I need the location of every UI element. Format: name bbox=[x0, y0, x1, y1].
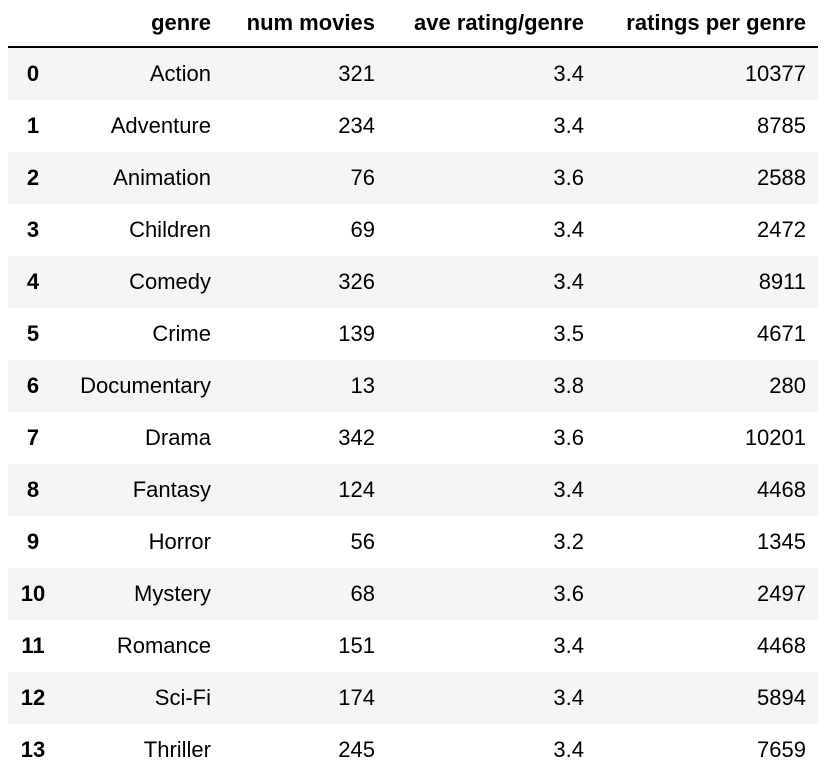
table-row: 2 Animation 76 3.6 2588 bbox=[8, 152, 818, 204]
cell-num-movies: 174 bbox=[338, 685, 375, 710]
cell-num-movies: 342 bbox=[338, 425, 375, 450]
cell-ratings-per-genre: 1345 bbox=[757, 529, 806, 554]
row-index: 5 bbox=[26, 321, 40, 346]
cell-ave-rating: 3.4 bbox=[553, 633, 584, 658]
cell-ratings-per-genre: 4468 bbox=[757, 633, 806, 658]
cell-ave-rating: 3.6 bbox=[553, 581, 584, 606]
cell-ave-rating: 3.4 bbox=[553, 113, 584, 138]
cell-ratings-per-genre: 4671 bbox=[757, 321, 806, 346]
table-row: 3 Children 69 3.4 2472 bbox=[8, 204, 818, 256]
table-row: 0 Action 321 3.4 10377 bbox=[8, 47, 818, 100]
cell-ratings-per-genre: 8911 bbox=[758, 269, 806, 294]
table-row: 12 Sci-Fi 174 3.4 5894 bbox=[8, 672, 818, 724]
cell-ave-rating: 3.6 bbox=[553, 425, 584, 450]
cell-num-movies: 13 bbox=[350, 373, 375, 398]
cell-genre: Children bbox=[129, 217, 211, 242]
table-row: 5 Crime 139 3.5 4671 bbox=[8, 308, 818, 360]
cell-num-movies: 76 bbox=[350, 165, 375, 190]
cell-genre: Drama bbox=[144, 425, 211, 450]
cell-genre: Romance bbox=[116, 633, 211, 658]
cell-num-movies: 326 bbox=[338, 269, 375, 294]
cell-genre: Sci-Fi bbox=[154, 685, 211, 710]
cell-genre: Action bbox=[149, 61, 211, 86]
table-row: 4 Comedy 326 3.4 8911 bbox=[8, 256, 818, 308]
row-index: 11 bbox=[21, 633, 45, 658]
row-index: 2 bbox=[26, 165, 40, 190]
row-index: 10 bbox=[20, 581, 46, 606]
cell-ave-rating: 3.4 bbox=[553, 217, 584, 242]
row-index: 8 bbox=[26, 477, 40, 502]
cell-num-movies: 151 bbox=[338, 633, 375, 658]
cell-ave-rating: 3.5 bbox=[553, 321, 584, 346]
row-index: 3 bbox=[26, 217, 40, 242]
cell-genre: Adventure bbox=[110, 113, 211, 138]
cell-ratings-per-genre: 2472 bbox=[757, 217, 806, 242]
cell-ratings-per-genre: 10377 bbox=[744, 61, 806, 86]
header-ratings-per-genre: ratings per genre bbox=[596, 0, 818, 48]
cell-genre: Animation bbox=[113, 165, 211, 190]
header-ave-rating: ave rating/genre bbox=[387, 0, 596, 48]
cell-ratings-per-genre: 7659 bbox=[757, 737, 806, 762]
cell-num-movies: 68 bbox=[350, 581, 375, 606]
cell-ave-rating: 3.6 bbox=[553, 165, 584, 190]
cell-ave-rating: 3.4 bbox=[553, 685, 584, 710]
table-row: 6 Documentary 13 3.8 280 bbox=[8, 360, 818, 412]
cell-num-movies: 56 bbox=[350, 529, 375, 554]
cell-genre: Fantasy bbox=[132, 477, 211, 502]
genre-stats-table: genre num movies ave rating/genre rating… bbox=[8, 0, 818, 776]
cell-ave-rating: 3.8 bbox=[553, 373, 584, 398]
cell-num-movies: 124 bbox=[338, 477, 375, 502]
cell-num-movies: 69 bbox=[350, 217, 375, 242]
cell-ave-rating: 3.2 bbox=[553, 529, 584, 554]
cell-genre: Crime bbox=[152, 321, 211, 346]
row-index: 4 bbox=[26, 269, 40, 294]
cell-num-movies: 321 bbox=[338, 61, 375, 86]
cell-ratings-per-genre: 2588 bbox=[757, 165, 806, 190]
cell-genre: Thriller bbox=[143, 737, 211, 762]
table-row: 7 Drama 342 3.6 10201 bbox=[8, 412, 818, 464]
cell-num-movies: 139 bbox=[338, 321, 375, 346]
cell-genre: Horror bbox=[148, 529, 211, 554]
cell-genre: Comedy bbox=[129, 269, 211, 294]
cell-ave-rating: 3.4 bbox=[553, 737, 584, 762]
cell-ratings-per-genre: 5894 bbox=[757, 685, 806, 710]
cell-ratings-per-genre: 2497 bbox=[757, 581, 806, 606]
table-row: 10 Mystery 68 3.6 2497 bbox=[8, 568, 818, 620]
row-index: 12 bbox=[20, 685, 46, 710]
table-row: 8 Fantasy 124 3.4 4468 bbox=[8, 464, 818, 516]
header-genre: genre bbox=[58, 0, 223, 48]
row-index: 1 bbox=[26, 113, 40, 138]
cell-ave-rating: 3.4 bbox=[553, 269, 584, 294]
cell-ave-rating: 3.4 bbox=[553, 61, 584, 86]
header-index bbox=[8, 0, 58, 48]
cell-ratings-per-genre: 10201 bbox=[744, 425, 806, 450]
cell-genre: Mystery bbox=[134, 581, 211, 606]
row-index: 0 bbox=[26, 61, 40, 86]
row-index: 13 bbox=[20, 737, 46, 762]
table-row: 1 Adventure 234 3.4 8785 bbox=[8, 100, 818, 152]
cell-num-movies: 234 bbox=[338, 113, 375, 138]
header-num-movies: num movies bbox=[223, 0, 387, 48]
row-index: 6 bbox=[26, 373, 40, 398]
cell-num-movies: 245 bbox=[338, 737, 375, 762]
table-body: 0 Action 321 3.4 10377 1 Adventure 234 3.4 8785 2 A… bbox=[8, 47, 818, 776]
row-index: 9 bbox=[26, 529, 40, 554]
cell-ratings-per-genre: 8785 bbox=[757, 113, 806, 138]
table-row: 11 Romance 151 3.4 4468 bbox=[8, 620, 818, 672]
table-row: 9 Horror 56 3.2 1345 bbox=[8, 516, 818, 568]
cell-ave-rating: 3.4 bbox=[553, 477, 584, 502]
cell-ratings-per-genre: 4468 bbox=[757, 477, 806, 502]
header-row: genre num movies ave rating/genre rating… bbox=[8, 0, 818, 48]
cell-genre: Documentary bbox=[80, 373, 211, 398]
table-row: 13 Thriller 245 3.4 7659 bbox=[8, 724, 818, 776]
row-index: 7 bbox=[26, 425, 40, 450]
cell-ratings-per-genre: 280 bbox=[769, 373, 806, 398]
table-header: genre num movies ave rating/genre rating… bbox=[8, 0, 818, 48]
